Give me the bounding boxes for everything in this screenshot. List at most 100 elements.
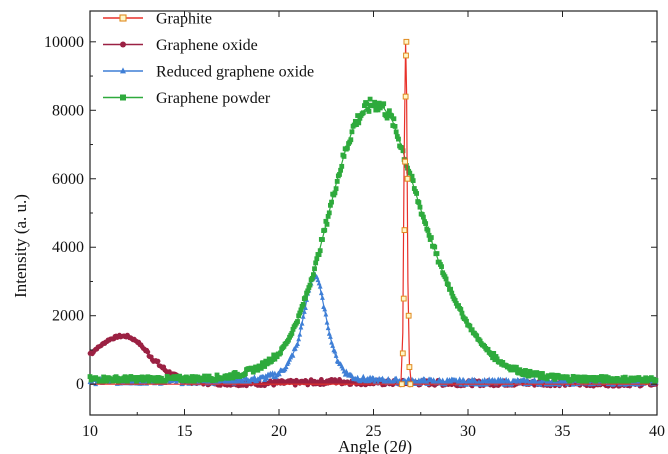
series-marker <box>485 346 491 352</box>
series-marker <box>292 345 298 351</box>
series-marker <box>417 204 423 210</box>
x-tick-label: 30 <box>460 423 476 440</box>
series-marker <box>372 379 378 385</box>
series-marker <box>512 367 518 373</box>
series-marker <box>214 372 220 378</box>
series-marker <box>318 290 324 296</box>
series-reduced-graphene-oxide <box>87 271 659 387</box>
series-marker <box>469 327 475 333</box>
series-marker <box>400 148 406 154</box>
series-marker <box>324 319 330 325</box>
series-marker <box>456 303 461 308</box>
series-marker <box>407 381 414 388</box>
series-marker <box>423 221 429 226</box>
series-marker <box>356 120 362 126</box>
series-marker <box>332 348 338 354</box>
series-marker <box>173 379 179 384</box>
series-marker <box>242 371 248 377</box>
y-tick-label: 8000 <box>52 102 84 119</box>
series-marker <box>299 320 305 326</box>
series-marker <box>328 333 333 339</box>
series-marker <box>328 202 333 208</box>
series-marker <box>550 372 556 378</box>
x-axis-title: Angle (2θ) <box>338 437 412 454</box>
series-marker <box>295 319 300 324</box>
series-marker <box>477 338 483 344</box>
series-marker <box>250 369 256 375</box>
series-marker <box>464 318 469 324</box>
series-marker <box>104 378 110 384</box>
series-marker <box>274 354 280 360</box>
series-marker <box>325 214 331 219</box>
series-marker <box>500 360 506 365</box>
series-marker <box>298 307 304 313</box>
series-marker <box>333 353 339 358</box>
y-tick-label: 4000 <box>52 239 84 256</box>
legend-label: Graphene oxide <box>156 37 258 54</box>
series-marker <box>297 331 303 337</box>
series-marker <box>456 378 461 384</box>
series-marker <box>323 311 329 317</box>
series-marker <box>262 377 268 382</box>
series-marker <box>364 101 370 107</box>
series-marker <box>552 377 558 382</box>
legend-swatch-marker <box>120 94 126 101</box>
series-marker <box>272 356 278 362</box>
series-marker <box>398 381 405 388</box>
series-marker <box>368 377 374 383</box>
series-marker <box>286 359 291 365</box>
series-marker <box>320 237 325 242</box>
series-marker <box>307 282 313 288</box>
series-marker <box>366 109 372 114</box>
series-marker <box>262 364 268 369</box>
series-marker <box>322 227 328 233</box>
series-marker <box>367 96 373 102</box>
series-marker <box>348 137 354 143</box>
series-marker <box>384 115 390 121</box>
series-marker <box>371 102 376 108</box>
series-marker <box>386 108 392 114</box>
series-marker <box>338 167 344 173</box>
x-tick-label: 40 <box>649 423 665 440</box>
series-marker <box>403 163 409 168</box>
series-marker <box>389 113 395 119</box>
series-marker <box>537 375 543 380</box>
series-marker <box>266 356 272 362</box>
series-marker <box>283 364 289 370</box>
series-line <box>90 41 657 385</box>
series-marker <box>247 379 253 385</box>
series-marker <box>459 310 465 316</box>
legend-label: Reduced graphene oxide <box>156 64 314 81</box>
series-marker <box>443 276 449 282</box>
series-marker <box>500 377 506 383</box>
series-marker <box>305 288 311 294</box>
series-marker <box>583 374 588 380</box>
legend-item: Reduced graphene oxide <box>103 64 314 81</box>
series-marker <box>520 372 526 378</box>
series-marker <box>295 341 300 347</box>
series-marker <box>419 212 425 217</box>
series-marker <box>452 298 458 303</box>
series-marker <box>565 374 570 380</box>
series-marker <box>264 375 270 381</box>
series-marker <box>393 129 399 135</box>
series-marker <box>406 375 412 381</box>
series-marker <box>403 52 409 59</box>
legend-swatch-marker <box>120 67 126 74</box>
series-marker <box>513 364 519 370</box>
series-marker <box>494 356 500 362</box>
series-marker <box>411 186 417 191</box>
series-marker <box>301 308 307 314</box>
series-marker <box>493 354 499 359</box>
series-marker <box>355 113 361 118</box>
series-marker <box>401 227 408 234</box>
series-marker <box>228 372 234 378</box>
series-marker <box>393 375 399 381</box>
series-marker <box>286 337 291 343</box>
series-marker <box>419 378 425 384</box>
series-marker <box>213 377 219 383</box>
series-marker <box>399 350 406 357</box>
series-marker <box>402 158 408 165</box>
y-tick-label: 10000 <box>44 34 84 51</box>
